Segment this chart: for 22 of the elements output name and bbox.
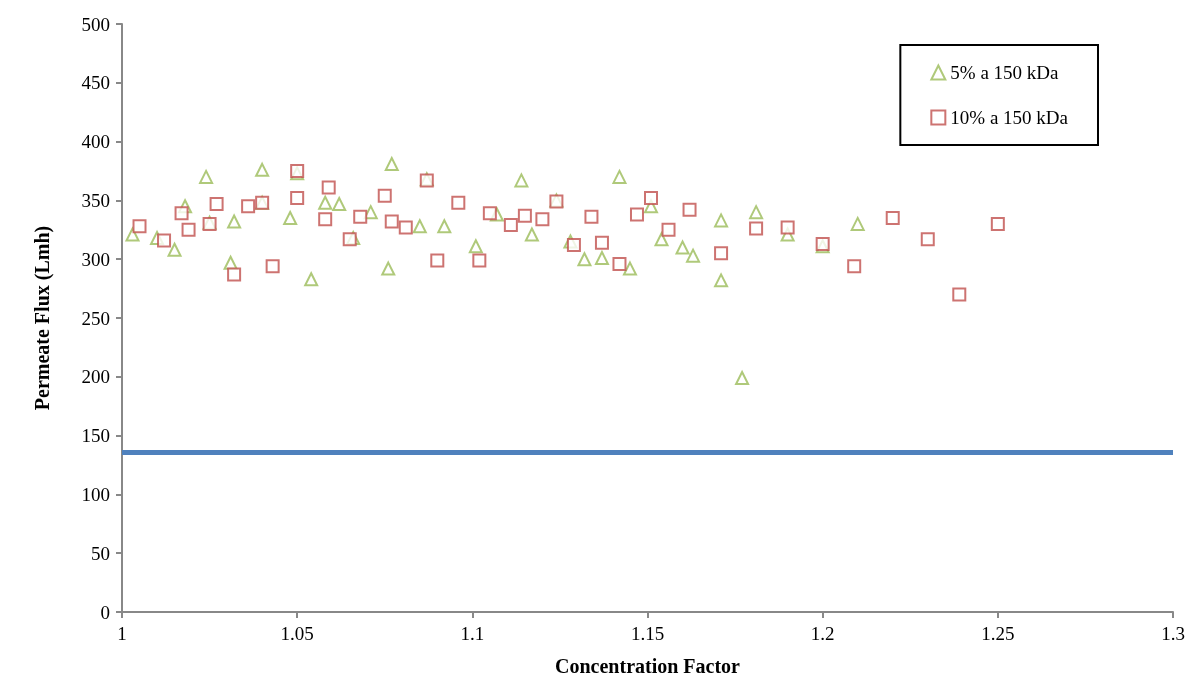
y-tick-label: 100 xyxy=(81,483,110,505)
x-tick-label: 1.15 xyxy=(630,623,665,644)
y-tick-label: 500 xyxy=(81,13,110,35)
x-tick-label: 1.05 xyxy=(280,623,314,644)
y-tick-label: 450 xyxy=(81,72,110,94)
y-tick-label: 350 xyxy=(81,189,110,211)
y-tick-label: 250 xyxy=(81,307,110,329)
y-tick-label: 200 xyxy=(81,366,110,388)
legend-label: 10% a 150 kDa xyxy=(950,107,1069,128)
x-axis-title: Concentration Factor xyxy=(555,655,741,677)
x-tick-label: 1.25 xyxy=(981,623,1015,644)
x-tick-label: 1.1 xyxy=(460,623,485,644)
legend-label: 5% a 150 kDa xyxy=(950,62,1060,83)
x-tick-label: 1.2 xyxy=(810,623,835,644)
x-tick-label: 1.3 xyxy=(1161,623,1185,644)
y-tick-label: 150 xyxy=(81,425,110,447)
y-tick-label: 400 xyxy=(81,131,110,153)
x-tick-label: 1 xyxy=(117,623,127,644)
y-tick-label: 300 xyxy=(81,248,110,270)
y-tick-label: 50 xyxy=(91,542,110,564)
y-axis-title: Permeate Flux (Lmh) xyxy=(31,225,54,411)
y-tick-label: 0 xyxy=(100,601,110,623)
